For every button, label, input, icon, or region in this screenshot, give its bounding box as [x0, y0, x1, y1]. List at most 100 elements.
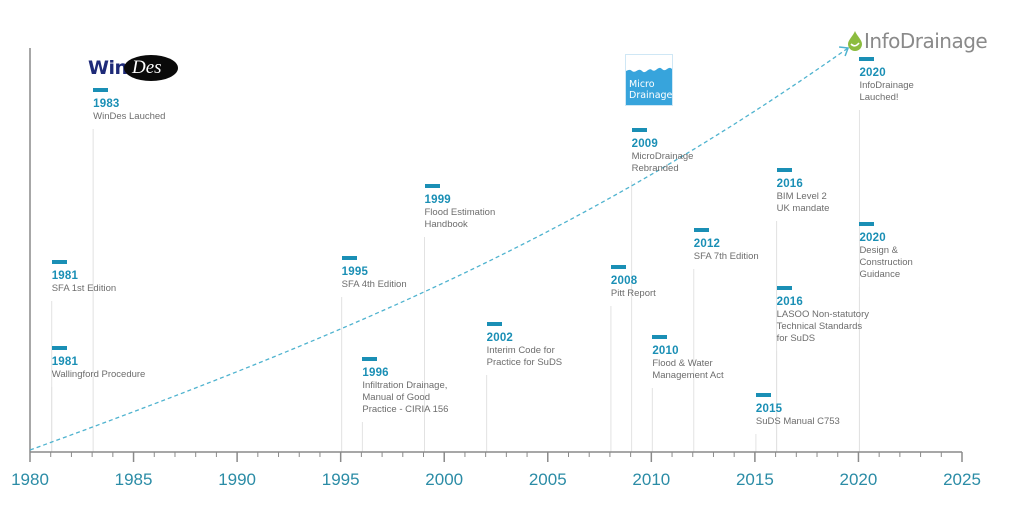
- event-year: 1983: [93, 98, 120, 110]
- droplet-icon: [848, 31, 862, 51]
- event-label: SFA 7th Edition: [693, 251, 759, 262]
- timeline-event-2015: 2015 SuDS Manual C753: [755, 393, 840, 428]
- event-year: 2009: [631, 138, 658, 150]
- event-marker-bar: [362, 357, 378, 361]
- event-label: Interim Code for: [486, 345, 555, 356]
- event-marker-bar: [859, 57, 875, 61]
- timeline-event-1981: 1981 Wallingford Procedure: [51, 346, 146, 381]
- event-label: Infiltration Drainage,: [362, 380, 448, 391]
- event-label: Flood & Water: [652, 358, 713, 369]
- trend-arrow-head: [839, 46, 850, 57]
- event-label: BIM Level 2: [776, 191, 827, 202]
- timeline-event-2012: 2012 SFA 7th Edition: [693, 228, 759, 263]
- event-label: SFA 1st Edition: [51, 283, 117, 294]
- tick-label-1990: 1990: [218, 470, 257, 489]
- timeline-event-2020: 2020 InfoDrainage Lauched!: [859, 57, 914, 104]
- timeline-event-1996: 1996 Infiltration Drainage, Manual of Good…: [362, 357, 448, 416]
- event-year: 1981: [51, 356, 79, 368]
- tick-label-2015: 2015: [735, 470, 774, 489]
- tick-label-2020: 2020: [839, 470, 878, 489]
- event-marker-bar: [859, 222, 875, 226]
- event-label: Practice - CIRIA 156: [362, 404, 449, 415]
- event-marker-bar: [341, 256, 357, 260]
- event-label: MicroDrainage: [631, 151, 694, 162]
- event-label: Pitt Report: [610, 288, 656, 299]
- windes-logo: Win Des: [88, 55, 178, 81]
- event-label: for SuDS: [776, 333, 816, 344]
- event-year: 2015: [755, 403, 783, 415]
- trend-dashed-line: [29, 47, 849, 451]
- event-marker-bar: [631, 128, 647, 132]
- event-year: 2020: [859, 67, 886, 79]
- windes-logo-des: Des: [132, 57, 162, 78]
- tick-label-2005: 2005: [528, 470, 567, 489]
- event-marker-bar: [486, 322, 502, 326]
- event-year: 2010: [652, 345, 679, 357]
- event-label: UK mandate: [776, 203, 830, 214]
- timeline-event-2010: 2010 Flood & Water Management Act: [652, 335, 724, 382]
- tick-label-2000: 2000: [425, 470, 464, 489]
- event-label: InfoDrainage: [859, 80, 914, 91]
- windes-logo-ellipse: [124, 55, 178, 81]
- event-label: SuDS Manual C753: [755, 416, 840, 427]
- timeline-event-1983: 1983 WinDes Lauched: [93, 88, 165, 123]
- timeline-event-1981: 1981 SFA 1st Edition: [51, 260, 117, 295]
- event-label: WinDes Lauched: [93, 111, 166, 122]
- event-year: 1995: [341, 266, 369, 278]
- event-marker-bar: [755, 393, 771, 397]
- event-marker-bar: [51, 260, 67, 264]
- timeline-event-1995: 1995 SFA 4th Edition: [341, 256, 407, 291]
- windes-logo-win: Win: [88, 57, 128, 79]
- event-marker-bar: [51, 346, 67, 350]
- event-label: Rebranded: [631, 163, 679, 174]
- event-marker-bar: [652, 335, 668, 339]
- event-label: LASOO Non-statutory: [776, 309, 869, 320]
- event-label: Guidance: [859, 269, 901, 280]
- timeline-event-2008: 2008 Pitt Report: [610, 265, 656, 300]
- event-label: Wallingford Procedure: [51, 369, 146, 380]
- event-marker-bar: [424, 184, 440, 188]
- timeline-event-2009: 2009 MicroDrainage Rebranded: [631, 128, 694, 175]
- event-marker-bar: [776, 286, 792, 290]
- event-year: 2012: [693, 238, 721, 250]
- event-year: 2016: [776, 296, 803, 308]
- event-year: 2008: [610, 275, 638, 287]
- event-label: Handbook: [424, 219, 468, 230]
- microdrainage-logo-line1: Micro: [629, 79, 655, 90]
- tick-label-2025: 2025: [943, 470, 981, 489]
- microdrainage-logo-line2: Drainage: [629, 90, 673, 101]
- event-year: 1996: [362, 367, 389, 379]
- event-label: Construction: [859, 257, 913, 268]
- timeline-event-2016: 2016 BIM Level 2 UK mandate: [776, 168, 830, 215]
- event-label: Design &: [859, 245, 898, 256]
- tick-label-1985: 1985: [114, 470, 153, 489]
- event-marker-bar: [93, 88, 109, 92]
- microdrainage-logo: Micro Drainage: [625, 54, 673, 106]
- timeline-event-1999: 1999 Flood Estimation Handbook: [424, 184, 496, 231]
- event-year: 2002: [486, 332, 514, 344]
- wave-icon: [626, 55, 672, 73]
- event-label: Flood Estimation: [424, 207, 496, 218]
- event-label: Manual of Good: [362, 392, 430, 403]
- tick-label-1995: 1995: [321, 470, 360, 489]
- event-year: 1981: [51, 270, 79, 282]
- event-marker-bar: [693, 228, 709, 232]
- infodrainage-logo-text: InfoDrainage: [864, 29, 988, 53]
- infodrainage-logo: InfoDrainage: [848, 28, 988, 54]
- event-year: 1999: [424, 194, 451, 206]
- event-marker-bar: [610, 265, 626, 269]
- timeline-event-2020: 2020 Design & Construction Guidance: [859, 222, 913, 281]
- event-marker-bar: [776, 168, 792, 172]
- event-year: 2020: [859, 232, 886, 244]
- event-label: Management Act: [652, 370, 724, 381]
- timeline-event-2002: 2002 Interim Code for Practice for SuDS: [486, 322, 563, 369]
- event-label: Technical Standards: [776, 321, 863, 332]
- tick-label-1980: 1980: [11, 470, 49, 489]
- event-year: 2016: [776, 178, 803, 190]
- event-label: Practice for SuDS: [486, 357, 563, 368]
- tick-label-2010: 2010: [632, 470, 671, 489]
- event-label: SFA 4th Edition: [341, 279, 407, 290]
- event-label: Lauched!: [859, 92, 899, 103]
